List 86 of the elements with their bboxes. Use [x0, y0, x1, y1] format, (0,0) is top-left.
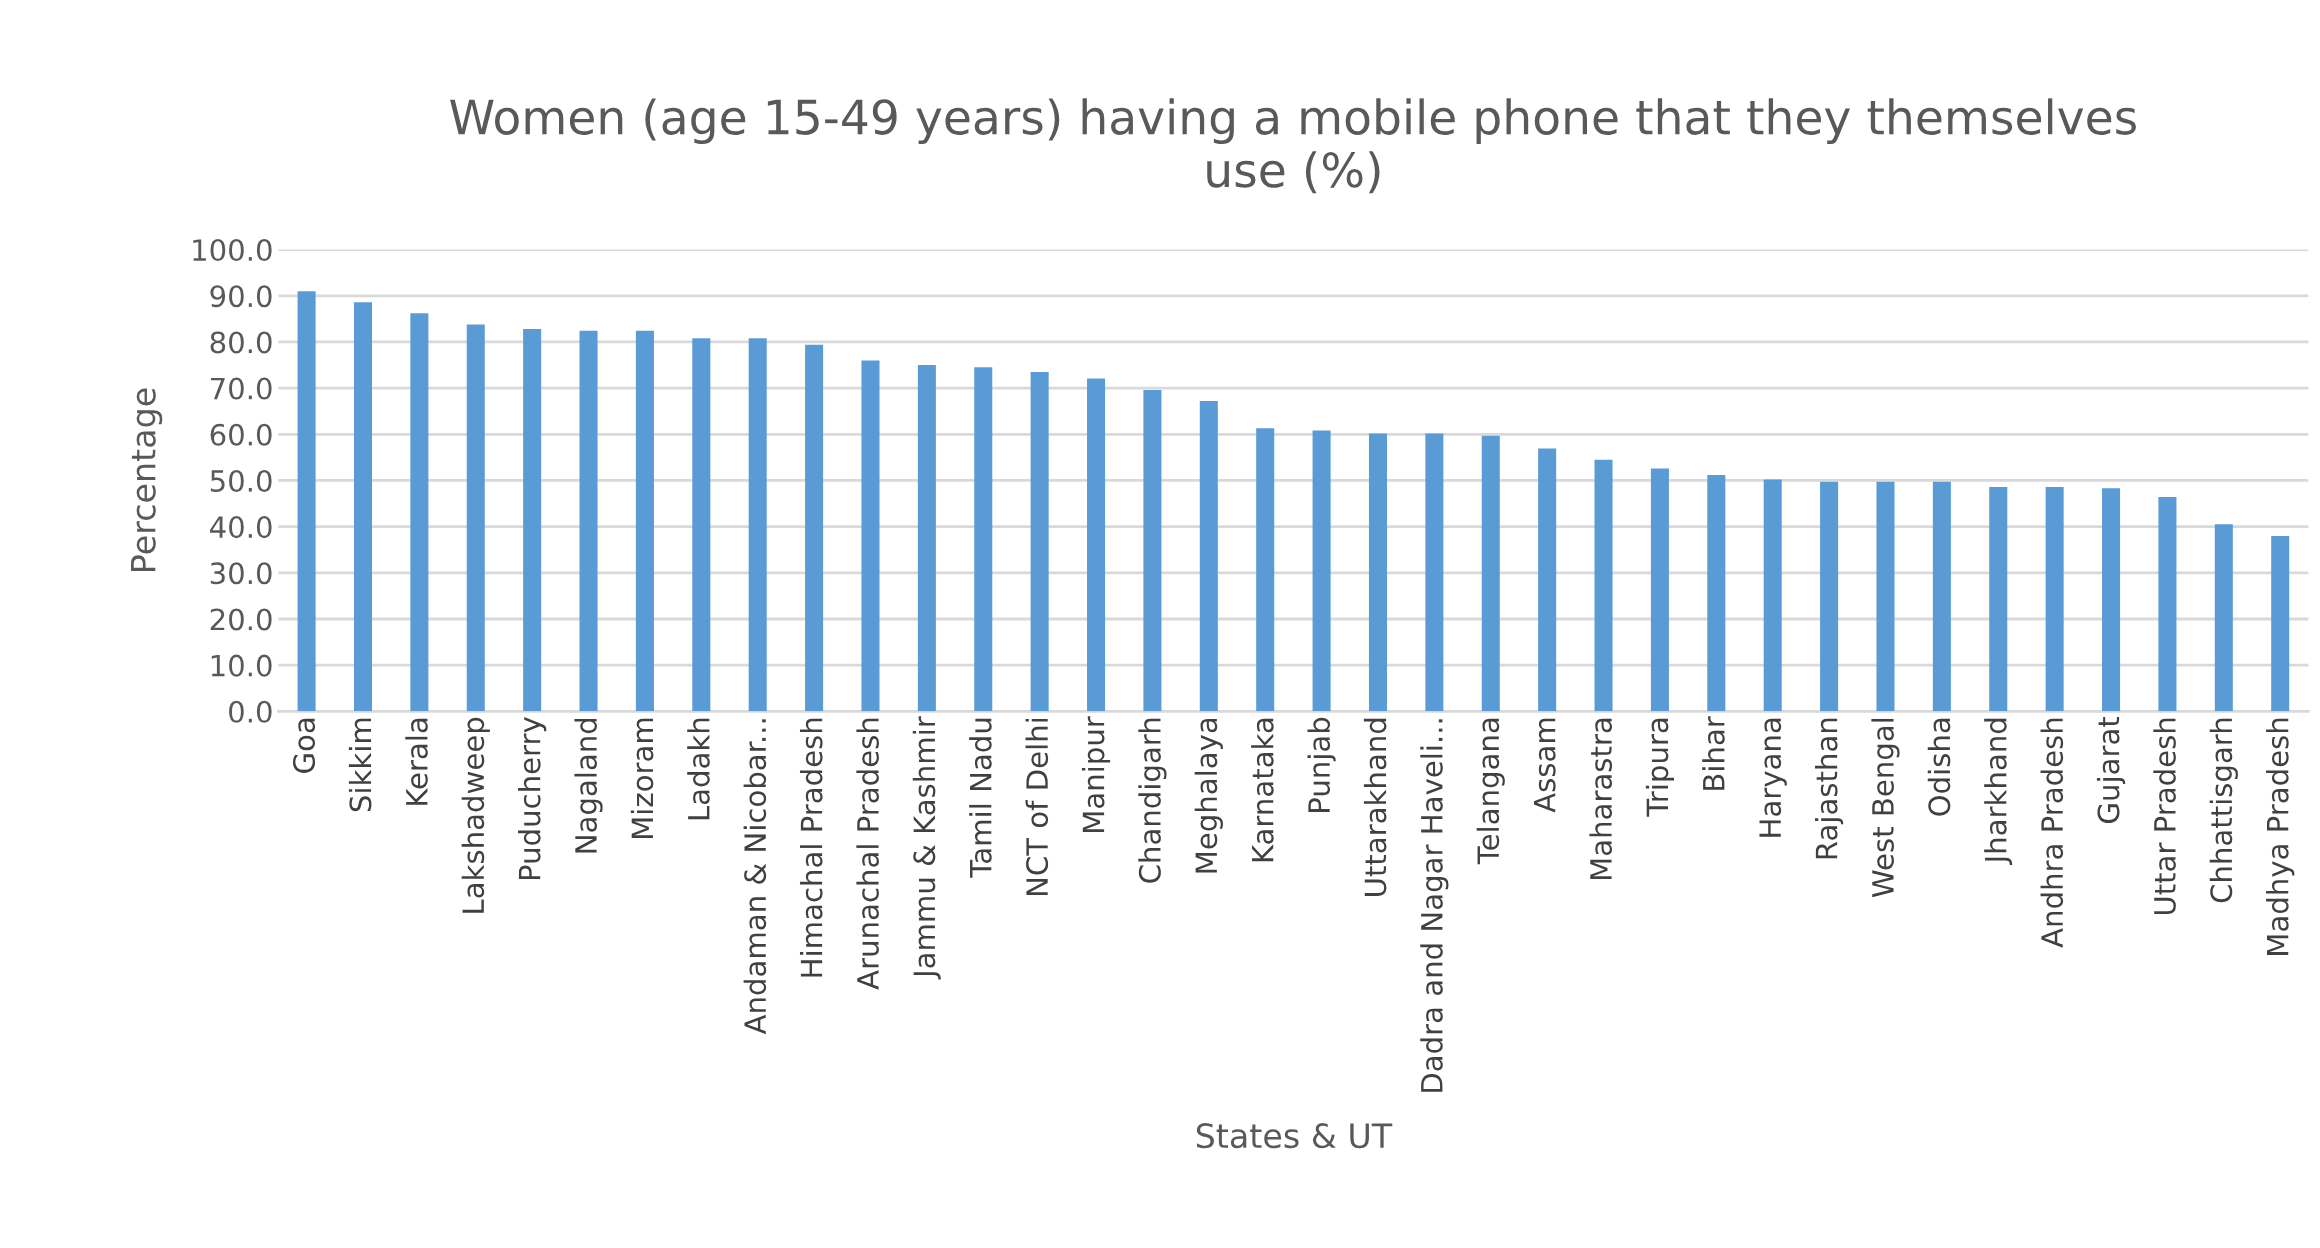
x-tick-label: Dadra and Nagar Haveli...	[1420, 719, 1449, 1092]
x-tick-label: Odisha	[1927, 718, 1951, 816]
x-tick-label: Punjab	[1307, 717, 1336, 812]
bar	[410, 313, 429, 712]
bar	[1594, 459, 1613, 712]
bar	[1312, 430, 1331, 712]
bar	[1876, 481, 1895, 712]
bar	[805, 344, 824, 712]
bar	[2102, 488, 2121, 712]
x-tick-label: Uttarakhand	[1363, 718, 1387, 896]
x-tick-label: Sikkim	[348, 718, 372, 812]
bar	[1989, 486, 2008, 712]
x-tick-label: Chhattisgarh	[2209, 718, 2238, 903]
y-tick-label: 50.0	[210, 469, 272, 492]
bar	[579, 330, 598, 712]
bar	[692, 338, 711, 712]
bar	[1932, 481, 1951, 712]
x-tick-label: Maharastra	[1589, 718, 1612, 880]
y-tick-label: 10.0	[211, 654, 272, 677]
x-tick-label: Tripura	[1645, 718, 1675, 817]
x-tick-label: Tamil Nadu	[969, 718, 992, 878]
bar	[1538, 448, 1557, 712]
x-tick-label: NCT of Delhi	[1025, 718, 1049, 896]
y-tick-label: 70.0	[210, 377, 272, 400]
bar	[861, 360, 880, 712]
bar	[297, 291, 316, 712]
x-axis-title: States & UT	[1196, 1123, 1393, 1149]
y-tick-label: 60.0	[210, 423, 272, 446]
bar	[523, 329, 542, 712]
bar	[2214, 524, 2233, 712]
bar	[1650, 468, 1669, 712]
y-tick-label: 30.0	[210, 562, 272, 585]
bar	[466, 324, 485, 712]
y-tick-label: 100.0	[193, 239, 272, 262]
y-tick-label: 40.0	[210, 516, 272, 539]
x-tick-label: Haryana	[1759, 718, 1787, 837]
x-tick-label: Uttar Pradesh	[2153, 718, 2176, 915]
bar	[2271, 535, 2290, 712]
x-tick-label: Chandigarh	[1138, 718, 1167, 883]
y-tick-label: 20.0	[210, 608, 272, 631]
x-tick-label: Andhra Pradesh	[2040, 718, 2064, 948]
y-tick-label: 80.0	[210, 331, 272, 354]
bar	[917, 365, 936, 712]
x-tick-label: Lakshadweep	[461, 717, 490, 913]
y-axis-title: Percentage	[131, 388, 163, 571]
x-tick-label: Ladakh	[687, 718, 710, 820]
x-tick-label: Assam	[1533, 718, 1556, 813]
bar	[1087, 378, 1106, 712]
x-tick-label: Jharkhand	[1984, 718, 2013, 865]
x-tick-label: Mizoram	[630, 718, 654, 839]
x-tick-label: Puducherry	[518, 717, 547, 880]
x-tick-label: Manipur	[1081, 716, 1111, 832]
bar	[1368, 433, 1388, 712]
x-tick-label: Arunachal Pradesh	[856, 718, 879, 990]
bar	[2045, 486, 2064, 712]
x-tick-label: Kerala	[405, 718, 428, 805]
bar	[1143, 389, 1162, 712]
x-tick-label: Bihar	[1702, 716, 1725, 790]
x-tick-label: Meghalaya	[1194, 718, 1223, 873]
x-tick-label: Jammu & Kashmir	[912, 716, 941, 980]
bar	[974, 367, 993, 712]
bar	[748, 338, 767, 712]
bar	[1256, 428, 1275, 712]
bar	[635, 330, 654, 712]
bar	[1707, 474, 1726, 712]
bar	[1481, 435, 1500, 712]
x-tick-label: West Bengal	[1871, 718, 1900, 898]
x-tick-label: Madhya Pradesh	[2266, 718, 2295, 955]
x-tick-label: Andaman & Nicobar...	[743, 719, 767, 1035]
bar	[2158, 497, 2177, 712]
x-tick-label: Telangana	[1476, 718, 1505, 865]
bar	[1199, 401, 1218, 712]
x-tick-label: Himachal Pradesh	[799, 718, 823, 977]
chart-title: Women (age 15-49 years) having a mobile phone that they themselves use (%)	[450, 98, 2136, 194]
y-tick-label: 90.0	[210, 285, 272, 308]
bar	[353, 302, 373, 712]
x-tick-label: Goa	[293, 718, 316, 773]
y-tick-label: 0.0	[229, 700, 272, 723]
bar	[1425, 433, 1444, 712]
bar	[1820, 481, 1839, 712]
x-tick-label: Gujarat	[2096, 716, 2126, 823]
x-tick-label: Karnataka	[1251, 718, 1274, 862]
x-tick-label: Nagaland	[574, 718, 603, 853]
x-tick-label: Rajasthan	[1814, 718, 1844, 859]
bar	[1030, 371, 1049, 712]
bar	[1763, 479, 1782, 712]
